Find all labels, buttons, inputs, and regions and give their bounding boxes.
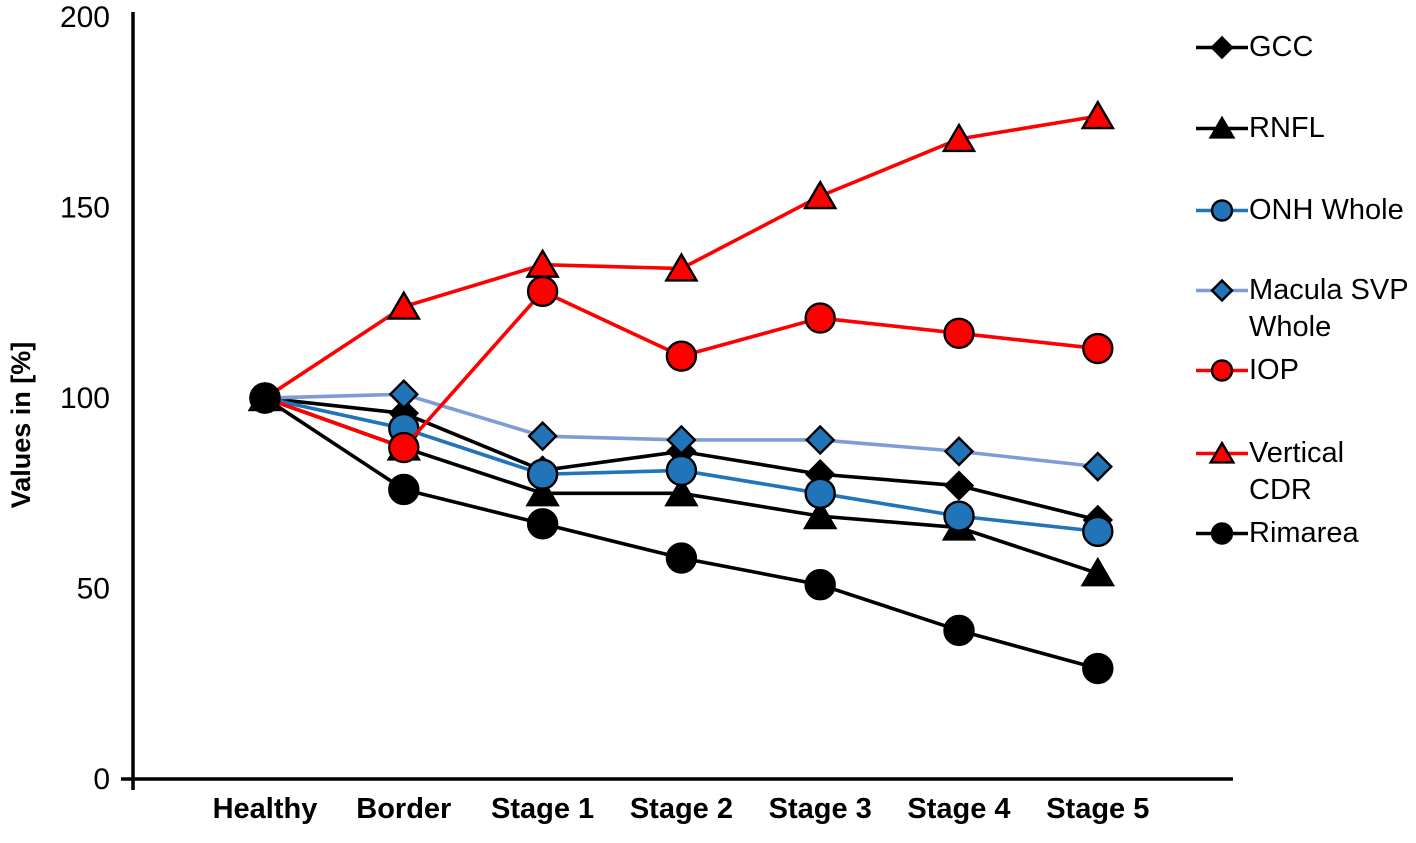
series-marker-macula-svp-whole xyxy=(805,424,836,456)
series-marker-rimarea xyxy=(665,542,698,574)
legend-marker-gcc xyxy=(1210,35,1234,60)
legend-item-label: RNFL xyxy=(1249,112,1325,144)
x-category-label: Border xyxy=(356,793,451,825)
series-marker-rimarea xyxy=(249,382,281,414)
series-marker-iop xyxy=(526,275,559,308)
series-marker-iop xyxy=(388,431,420,464)
series-marker-rimarea xyxy=(526,508,559,540)
series-marker-rimarea xyxy=(943,614,975,647)
series-marker-rnfl xyxy=(802,499,838,530)
x-category-label: Stage 5 xyxy=(1046,793,1149,825)
legend-circle-icon xyxy=(1196,359,1248,382)
y-axis-title: Values in [%] xyxy=(6,342,36,509)
legend-item-macula-svp-whole: Macula SVP Whole xyxy=(1195,272,1409,346)
legend-item-label: GCC xyxy=(1249,31,1314,63)
series-marker-onh-whole xyxy=(804,477,836,509)
x-category-label: Healthy xyxy=(213,793,318,825)
series-marker-vertical-cdr xyxy=(1080,99,1116,130)
legend-diamond-icon xyxy=(1196,35,1248,60)
legend-item-rimarea: Rimarea xyxy=(1195,515,1409,552)
series-marker-vertical-cdr xyxy=(664,252,699,282)
legend-marker-rimarea xyxy=(1210,522,1234,545)
legend-item-iop: IOP xyxy=(1195,352,1409,389)
series-rimarea xyxy=(249,382,1114,685)
y-tick-label: 50 xyxy=(77,573,110,606)
series-marker-onh-whole xyxy=(665,454,698,487)
series-marker-vertical-cdr xyxy=(386,290,422,320)
y-tick-label: 0 xyxy=(93,763,110,796)
legend-marker-vertical-cdr xyxy=(1208,440,1236,464)
legend-triangle-icon xyxy=(1196,440,1248,464)
legend-marker-onh-whole xyxy=(1210,199,1234,222)
legend-diamond-icon xyxy=(1196,278,1248,303)
series-marker-macula-svp-whole xyxy=(943,436,975,467)
legend-marker-iop xyxy=(1210,359,1234,382)
series-marker-rimarea xyxy=(804,569,836,601)
series-onh-whole xyxy=(249,382,1114,548)
series-marker-macula-svp-whole xyxy=(666,424,697,456)
legend-item-label: Macula SVP Whole xyxy=(1249,274,1409,343)
series-marker-rnfl xyxy=(1080,556,1116,587)
series-marker-vertical-cdr xyxy=(802,179,838,210)
series-marker-vertical-cdr xyxy=(525,248,560,278)
legend-item-vertical-cdr: Vertical CDR xyxy=(1195,435,1409,509)
series-marker-gcc xyxy=(943,470,975,501)
x-category-label: Stage 2 xyxy=(630,793,733,825)
series-marker-iop xyxy=(665,340,698,372)
y-tick-label: 100 xyxy=(60,382,110,415)
legend-item-label: Vertical CDR xyxy=(1249,437,1345,506)
series-marker-macula-svp-whole xyxy=(388,379,419,410)
y-tick-label: 200 xyxy=(60,1,110,34)
legend-item-onh-whole: ONH Whole xyxy=(1195,192,1409,229)
series-marker-vertical-cdr xyxy=(941,122,977,153)
legend-item-rnfl: RNFL xyxy=(1195,110,1409,147)
legend-item-label: ONH Whole xyxy=(1249,194,1404,226)
series-marker-iop xyxy=(804,302,836,334)
legend-triangle-icon xyxy=(1196,115,1248,139)
series-marker-onh-whole xyxy=(943,500,975,532)
series-marker-macula-svp-whole xyxy=(527,420,558,452)
y-tick-label: 150 xyxy=(60,192,110,225)
series-marker-iop xyxy=(1082,332,1114,365)
legend-item-label: Rimarea xyxy=(1249,517,1359,549)
x-category-label: Stage 3 xyxy=(769,793,872,825)
legend-circle-icon xyxy=(1196,522,1248,545)
series-marker-rimarea xyxy=(388,473,420,506)
series-marker-rimarea xyxy=(1082,652,1114,685)
chart-axes: 0 50 100 150 200 Healthy Border Stage 1 Stage 2 S… xyxy=(60,1,1233,825)
series-marker-iop xyxy=(943,317,975,349)
series-marker-rnfl xyxy=(525,476,560,507)
series-marker-rnfl xyxy=(664,476,699,507)
legend-circle-icon xyxy=(1196,199,1248,222)
series-marker-macula-svp-whole xyxy=(1082,451,1113,482)
x-category-label: Stage 4 xyxy=(907,793,1010,825)
legend-marker-macula-svp-whole xyxy=(1210,278,1234,303)
chart-series xyxy=(247,99,1116,685)
legend-marker-rnfl xyxy=(1208,115,1236,139)
legend-item-gcc: GCC xyxy=(1195,29,1409,66)
x-category-label: Stage 1 xyxy=(491,793,594,825)
chart-legend: GCC RNFL ONH Whole Macula SVP Whole IOP Verti… xyxy=(1195,0,1416,600)
legend-item-label: IOP xyxy=(1249,354,1299,386)
series-marker-onh-whole xyxy=(526,458,559,490)
series-marker-onh-whole xyxy=(1082,515,1114,548)
